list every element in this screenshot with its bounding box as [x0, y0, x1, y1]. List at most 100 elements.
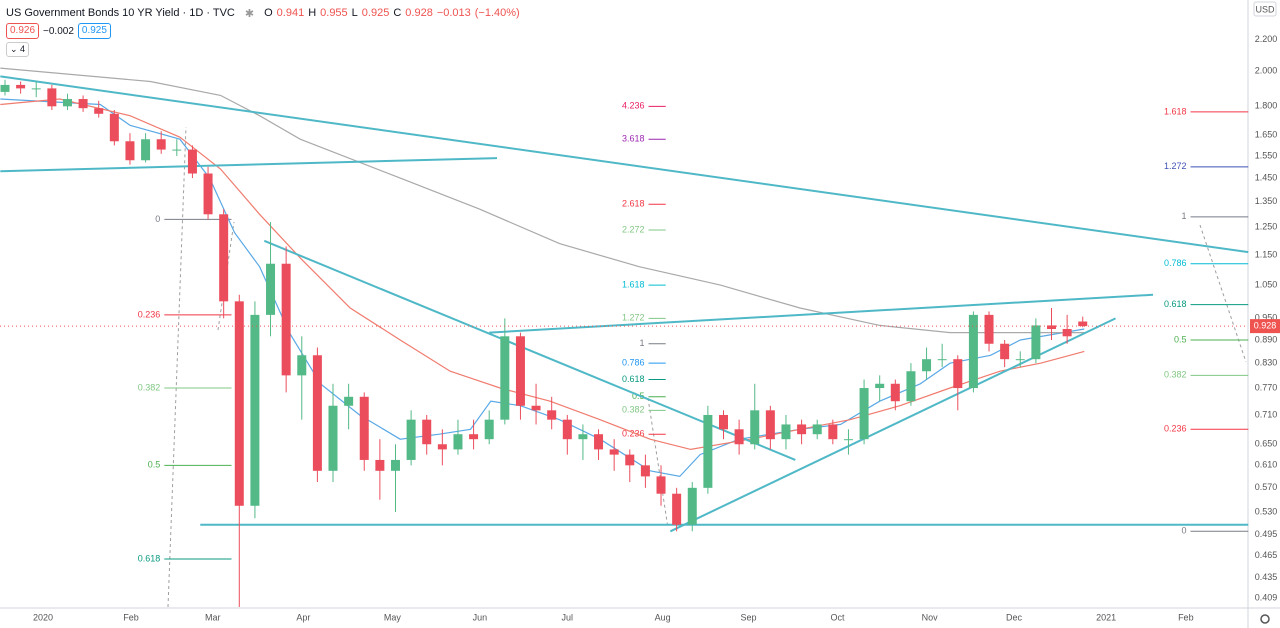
y-tick-label: 2.000 — [1255, 66, 1278, 76]
candle-body — [828, 424, 838, 440]
y-tick-label: 0.650 — [1255, 439, 1278, 449]
trend-line — [0, 75, 1249, 254]
collapse-button[interactable]: ⌄ 4 — [6, 41, 30, 57]
fib-label: 0.786 — [622, 358, 645, 368]
candle-body — [469, 434, 479, 440]
candle-body — [968, 314, 978, 389]
indicator-value: 0.925 — [77, 23, 111, 39]
candle-body — [1062, 328, 1072, 337]
candle-body — [16, 84, 26, 89]
candle-body — [62, 99, 72, 107]
ohlc-key: L — [351, 7, 358, 19]
x-tick-label: Dec — [1006, 612, 1023, 622]
y-tick-label: 0.409 — [1255, 592, 1278, 602]
y-tick-label: 1.350 — [1255, 196, 1278, 206]
fib-label: 0.236 — [1164, 424, 1187, 434]
candle-body — [656, 476, 666, 494]
indicator-value: −0.002 — [43, 25, 74, 37]
candle-body — [437, 444, 447, 450]
fib-label: 0.236 — [138, 309, 161, 319]
candle-body — [875, 383, 885, 389]
candle-body — [687, 487, 697, 525]
change: −0.013 — [436, 7, 471, 19]
x-tick-label: Oct — [831, 612, 846, 622]
y-tick-label: 1.450 — [1255, 172, 1278, 182]
candle-body — [906, 371, 916, 402]
x-tick-label: May — [384, 612, 402, 622]
fib-label: 2.618 — [622, 199, 645, 209]
candle-body — [390, 459, 400, 471]
y-tick-label: 1.800 — [1255, 101, 1278, 111]
trend-line — [489, 293, 1154, 334]
candle-body — [328, 405, 338, 471]
candle-body — [78, 99, 88, 109]
y-tick-label: 1.250 — [1255, 222, 1278, 232]
candle-body — [1047, 325, 1057, 329]
candle-body — [922, 359, 932, 372]
candle-body — [234, 301, 244, 506]
trend-line — [0, 157, 498, 173]
y-tick-label: 0.435 — [1255, 572, 1278, 582]
fib-label: 0 — [1182, 526, 1187, 536]
fib-label: 0.618 — [138, 553, 161, 563]
y-tick-label: 1.650 — [1255, 130, 1278, 140]
last-price-box — [1250, 319, 1280, 334]
candle-body — [0, 84, 10, 92]
ohlc-key: H — [308, 7, 317, 19]
fib-label: 2.272 — [622, 224, 645, 234]
trend-line — [263, 239, 796, 461]
y-tick-label: 0.950 — [1255, 313, 1278, 323]
y-tick-label: 0.890 — [1255, 334, 1278, 344]
candle-body — [156, 139, 166, 150]
candle-body — [703, 414, 713, 488]
candle-body — [187, 149, 197, 174]
candle-body — [422, 419, 432, 445]
x-tick-label: 2020 — [33, 612, 53, 622]
gear — [1260, 614, 1270, 624]
y-tick-label: 1.550 — [1255, 150, 1278, 160]
candle-body — [109, 113, 119, 142]
change-pct: (−1.40%) — [474, 7, 520, 19]
y-tick-label: 0.530 — [1255, 506, 1278, 516]
fib-label: 0.236 — [622, 429, 645, 439]
candle-body — [672, 493, 682, 525]
candle-body — [594, 434, 604, 450]
candle-body — [562, 419, 572, 440]
candle-body — [250, 314, 260, 506]
fib-label: 0 — [155, 214, 160, 224]
candle-body — [718, 414, 728, 430]
currency-box[interactable] — [1253, 1, 1277, 17]
hidden-count: 4 — [20, 43, 26, 54]
title: US Government Bonds 10 YR Yield · 1D · T… — [6, 7, 235, 19]
ohlc-key: C — [393, 7, 402, 19]
candle-body — [843, 439, 853, 441]
candle-body — [312, 355, 322, 471]
y-tick-label: 0.830 — [1255, 358, 1278, 368]
icon: ✱ — [244, 7, 255, 20]
x-tick-label: Jul — [562, 612, 574, 622]
candle-body — [734, 429, 744, 445]
candle-body — [937, 359, 947, 361]
candle-body — [297, 355, 307, 376]
fib-label: 0.382 — [138, 382, 161, 392]
candle-body — [625, 454, 635, 466]
fib-anchor-line — [1199, 224, 1247, 363]
legend-header: US Government Bonds 10 YR Yield · 1D · T… — [6, 4, 520, 58]
trend-line — [669, 317, 1116, 533]
collapse-row: ⌄ 4 — [6, 40, 520, 58]
candle-body — [375, 459, 385, 471]
x-tick-label: Feb — [1178, 612, 1194, 622]
moving-average — [0, 67, 1085, 334]
candle-body — [1078, 321, 1088, 327]
fib-label: 1.618 — [1164, 106, 1187, 116]
y-tick-label: 1.150 — [1255, 249, 1278, 259]
x-tick-label: Apr — [296, 612, 310, 622]
y-tick-label: 0.770 — [1255, 382, 1278, 392]
candle-body — [781, 424, 791, 440]
settings-icon[interactable] — [1260, 614, 1270, 624]
x-tick-label: Aug — [655, 612, 671, 622]
last-price-label: 0.928 — [1254, 321, 1277, 331]
x-tick-label: Feb — [123, 612, 139, 622]
fib-label: 0.5 — [1174, 334, 1187, 344]
y-tick-label: 1.050 — [1255, 280, 1278, 290]
